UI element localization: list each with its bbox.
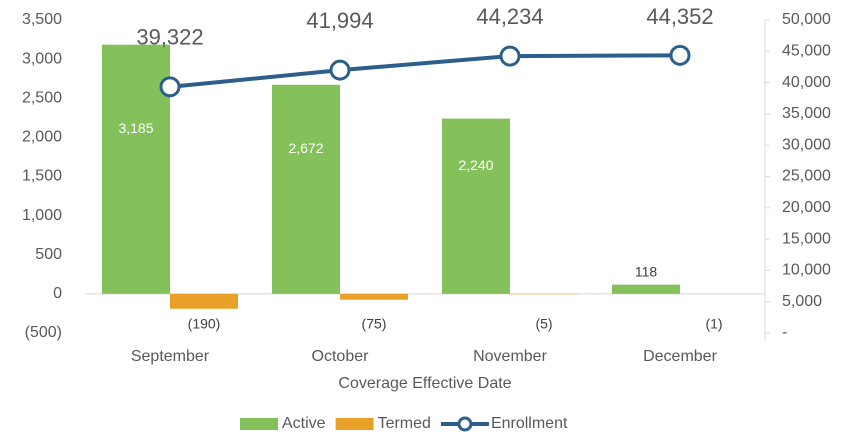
y2-tick-label: 30,000: [782, 136, 831, 153]
bar: [170, 293, 238, 309]
data-label: 2,240: [458, 157, 493, 173]
data-label: (75): [362, 316, 387, 332]
y-tick-label: 3,500: [22, 11, 62, 28]
y2-tick-label: 10,000: [782, 262, 831, 279]
y-tick-label: 3,000: [22, 50, 62, 67]
x-axis-title: Coverage Effective Date: [338, 375, 511, 392]
bar: [442, 118, 510, 294]
legend-swatch: [335, 418, 374, 430]
y-tick-label: 1,500: [22, 168, 62, 185]
y-tick-label: (500): [25, 324, 62, 341]
data-label: 118: [635, 263, 658, 279]
x-tick-label: September: [131, 348, 210, 365]
y2-tick-label: 40,000: [782, 74, 831, 91]
bar: [612, 284, 680, 294]
data-label: 3,185: [118, 120, 153, 136]
bar: [102, 44, 170, 294]
line-data-label: 41,994: [306, 8, 373, 33]
legend-label: Termed: [378, 415, 431, 432]
y-tick-label: 2,000: [22, 129, 62, 146]
data-label: (5): [535, 316, 552, 332]
line: [169, 53, 681, 89]
data-label: (1): [705, 316, 722, 332]
y2-tick-label: 5,000: [782, 293, 822, 310]
legend-label: Enrollment: [491, 415, 568, 432]
y-tick-label: 2,500: [22, 89, 62, 106]
data-label: (190): [188, 316, 221, 332]
x-tick-label: October: [312, 348, 370, 365]
x-tick-label: December: [643, 348, 717, 365]
y2-tick-label: 45,000: [782, 43, 831, 60]
line-data-label: 44,352: [646, 4, 713, 29]
line-marker: [499, 45, 521, 67]
y2-tick-label: 20,000: [782, 199, 831, 216]
legend-label: Active: [282, 415, 326, 432]
data-label: 2,672: [288, 140, 323, 156]
y-tick-label: 1,000: [22, 207, 62, 224]
x-tick-label: November: [473, 348, 547, 365]
legend-swatch: [240, 418, 278, 430]
line-data-label: 44,234: [476, 4, 543, 29]
line-marker: [329, 59, 351, 81]
line-data-label: 39,322: [136, 25, 203, 50]
y2-tick-label: -: [782, 324, 787, 341]
y2-tick-label: 50,000: [782, 11, 831, 28]
y2-tick-label: 25,000: [782, 168, 831, 185]
y-tick-label: 0: [53, 285, 62, 302]
line-marker: [669, 44, 691, 66]
line-marker: [159, 76, 181, 98]
y-tick-label: 500: [35, 246, 62, 263]
y2-tick-label: 15,000: [782, 230, 831, 247]
y2-tick-label: 35,000: [782, 105, 831, 122]
legend-swatch-marker: [457, 416, 473, 432]
bar: [272, 84, 340, 294]
bar: [340, 293, 408, 300]
